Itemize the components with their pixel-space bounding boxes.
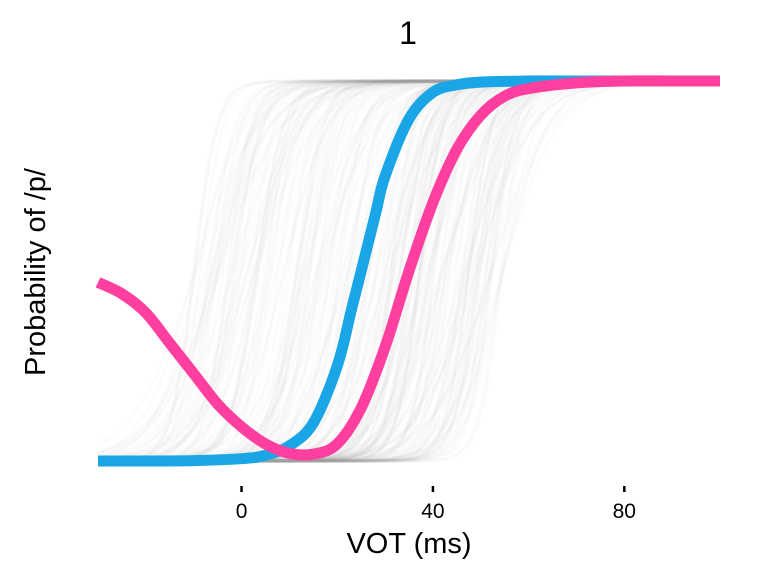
chart-title: 1 <box>399 15 417 51</box>
x-tick-label: 80 <box>613 500 636 523</box>
x-tick-label: 0 <box>236 500 248 523</box>
plot-area <box>95 75 720 467</box>
x-axis-title: VOT (ms) <box>346 528 471 560</box>
series-lines <box>95 75 720 467</box>
series-line-2 <box>95 75 720 461</box>
y-axis-title: Probability of /p/ <box>20 167 52 376</box>
x-axis: 0 40 80 <box>236 486 636 523</box>
x-tick-label: 40 <box>421 500 444 523</box>
